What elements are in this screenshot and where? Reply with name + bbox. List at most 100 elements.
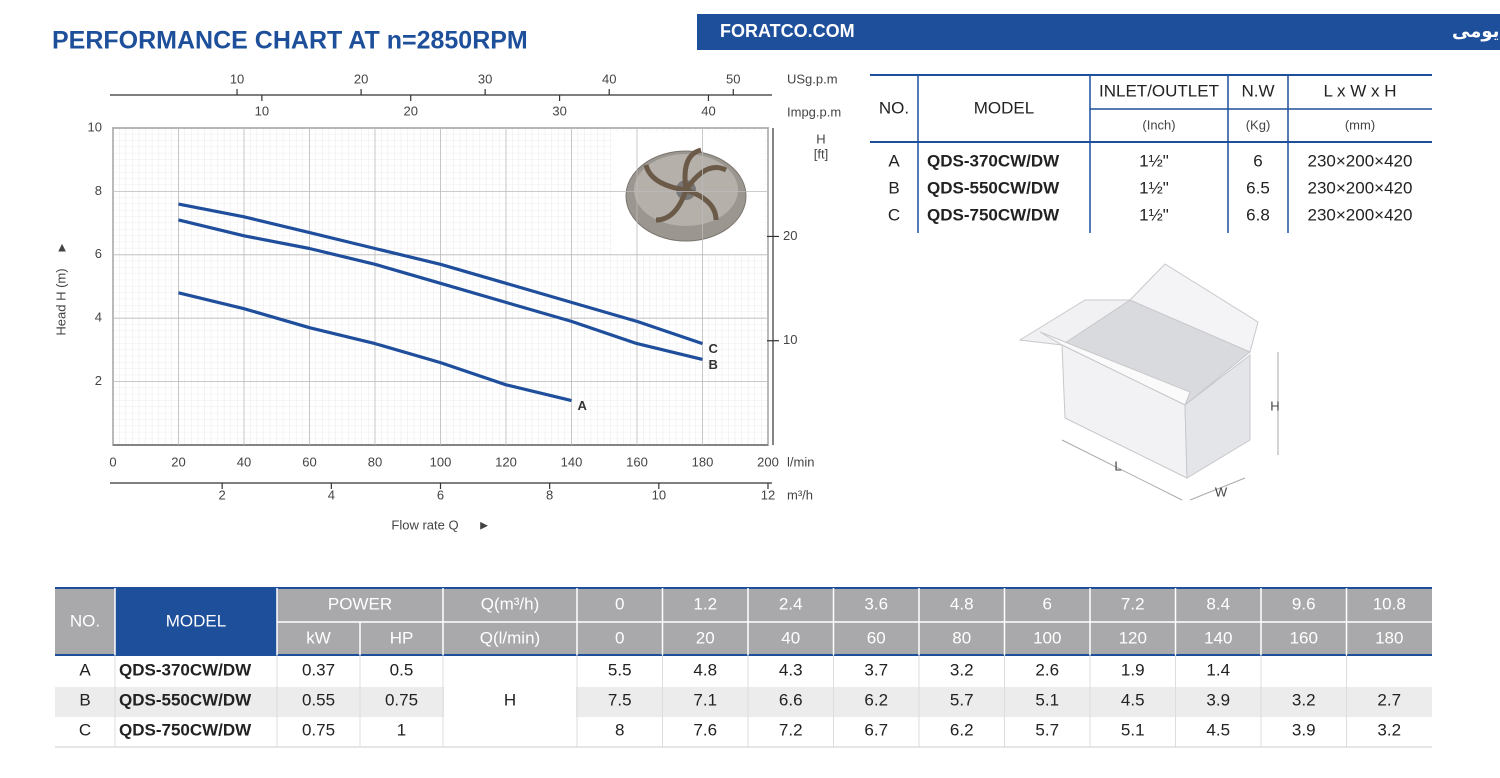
x-tick-label: 60 <box>302 454 316 469</box>
ft-unit-2: [ft] <box>814 146 828 161</box>
td: 230×200×420 <box>1308 205 1413 224</box>
td: 5.7 <box>1035 720 1059 739</box>
us-tick-label: 40 <box>602 71 616 86</box>
curve <box>178 218 703 361</box>
td: 1½" <box>1139 178 1169 197</box>
x-tick-label: 20 <box>171 454 185 469</box>
m3h-tick-label: 10 <box>652 487 666 502</box>
h-cell <box>444 656 576 746</box>
box-w: W <box>1215 484 1228 499</box>
th: Q(l/min) <box>480 628 540 647</box>
td: QDS-370CW/DW <box>927 151 1060 170</box>
lmin-unit: l/min <box>787 454 814 469</box>
td: 7.6 <box>693 720 717 739</box>
us-tick-label: 30 <box>478 71 492 86</box>
td: 3.9 <box>1292 720 1316 739</box>
th: 9.6 <box>1292 594 1316 613</box>
th: 160 <box>1290 628 1318 647</box>
td: 6 <box>1253 151 1262 170</box>
ft-unit: H <box>816 131 825 146</box>
th: (Inch) <box>1142 117 1175 132</box>
td: 5.1 <box>1035 690 1059 709</box>
th: 6 <box>1043 594 1052 613</box>
td: 1 <box>397 720 406 739</box>
y-tick-label: 10 <box>88 119 102 134</box>
td: 7.5 <box>608 690 632 709</box>
ft-tick-label: 20 <box>783 228 797 243</box>
th: 2.4 <box>779 594 803 613</box>
td: 3.2 <box>950 660 974 679</box>
td: B <box>888 178 899 197</box>
box-l: L <box>1114 458 1121 473</box>
m3h-tick-label: 12 <box>761 487 775 502</box>
td: 7.2 <box>779 720 803 739</box>
td: 3.7 <box>864 660 888 679</box>
th: 4.8 <box>950 594 974 613</box>
imp-unit: Impg.p.m <box>787 104 841 119</box>
td: 0.75 <box>302 720 335 739</box>
imp-tick-label: 30 <box>552 103 566 118</box>
performance-table: NO. MODEL POWER kW HP Q(m³/h) Q(l/min) 0 0 1.2 20 2… <box>55 587 1432 748</box>
y-tick-label: 8 <box>95 183 102 198</box>
td: 4.8 <box>693 660 717 679</box>
us-tick-label: 50 <box>726 71 740 86</box>
td: C <box>888 205 900 224</box>
th: 20 <box>696 628 715 647</box>
th: 80 <box>952 628 971 647</box>
imp-tick-label: 10 <box>255 103 269 118</box>
chart: USg.p.m Impg.p.m H [ft] l/min m³/h Head … <box>53 71 841 532</box>
td: H <box>504 690 516 709</box>
spec-table: NO. MODEL INLET/OUTLET (Inch) N.W (Kg) L x W x… <box>870 74 1432 233</box>
us-tick-label: 20 <box>354 71 368 86</box>
th: L x W x H <box>1323 81 1396 100</box>
th: 120 <box>1119 628 1147 647</box>
td: 2.7 <box>1377 690 1401 709</box>
m3h-tick-label: 8 <box>546 487 553 502</box>
td: 0.55 <box>302 690 335 709</box>
td: 0.37 <box>302 660 335 679</box>
curve <box>178 291 572 403</box>
td: 4.3 <box>779 660 803 679</box>
m3h-tick-label: 4 <box>328 487 335 502</box>
x-tick-label: 80 <box>368 454 382 469</box>
td: 3.9 <box>1206 690 1230 709</box>
curve-label: C <box>709 341 719 356</box>
td: 1½" <box>1139 151 1169 170</box>
td: 2.6 <box>1035 660 1059 679</box>
td: 6.6 <box>779 690 803 709</box>
curve-label: A <box>578 398 588 413</box>
th: 10.8 <box>1373 594 1406 613</box>
curve-label: B <box>709 357 718 372</box>
td: 7.1 <box>693 690 717 709</box>
th: MODEL <box>166 611 226 630</box>
th: NO. <box>879 98 909 117</box>
th: N.W <box>1241 81 1274 100</box>
td: 6.8 <box>1246 205 1270 224</box>
box-illustration: H L W <box>1018 263 1280 501</box>
td: 3.2 <box>1292 690 1316 709</box>
th: MODEL <box>974 98 1034 117</box>
box-h: H <box>1270 398 1279 413</box>
td: QDS-370CW/DW <box>119 660 252 679</box>
td: 1½" <box>1139 205 1169 224</box>
th: 180 <box>1375 628 1403 647</box>
ft-tick-label: 10 <box>783 332 797 347</box>
th: HP <box>390 628 414 647</box>
th: 3.6 <box>864 594 888 613</box>
td: 230×200×420 <box>1308 178 1413 197</box>
td: 8 <box>615 720 624 739</box>
td: 5.1 <box>1121 720 1145 739</box>
th: 0 <box>615 628 624 647</box>
td: 6.7 <box>864 720 888 739</box>
td: C <box>79 720 91 739</box>
td: 3.2 <box>1377 720 1401 739</box>
banner-bg <box>697 14 1500 50</box>
th: 60 <box>867 628 886 647</box>
td: 6.2 <box>864 690 888 709</box>
chart-title: PERFORMANCE CHART AT n=2850RPM <box>52 27 528 55</box>
td: A <box>79 660 91 679</box>
x-tick-label: 120 <box>495 454 517 469</box>
